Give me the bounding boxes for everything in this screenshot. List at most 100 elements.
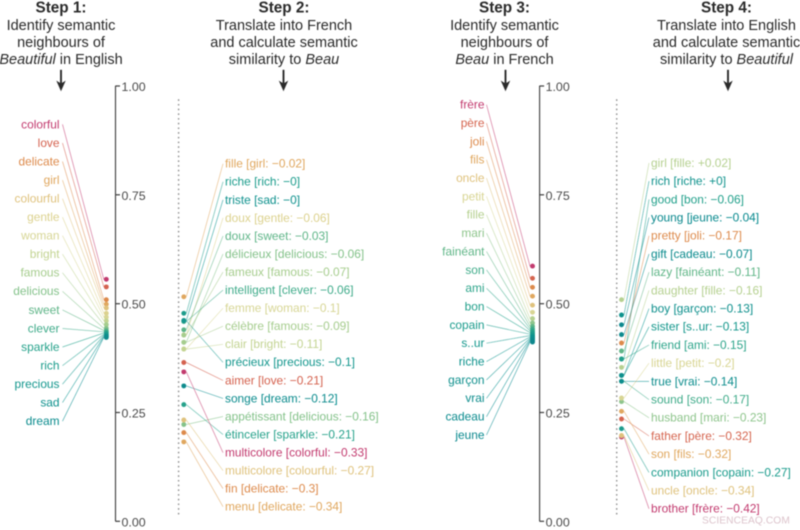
svg-text:Translate into French: Translate into French	[216, 18, 352, 34]
svg-text:0.00: 0.00	[122, 515, 146, 529]
svg-text:mari: mari	[461, 226, 484, 240]
svg-text:son [fils: −0.32]: son [fils: −0.32]	[651, 447, 731, 461]
svg-text:pretty [joli: −0.17]: pretty [joli: −0.17]	[651, 229, 742, 243]
svg-text:1.00: 1.00	[122, 80, 146, 94]
svg-text:boy [garçon: −0.13]: boy [garçon: −0.13]	[651, 302, 753, 316]
svg-text:brother [frère: −0.42]: brother [frère: −0.42]	[651, 502, 760, 516]
svg-text:friend [ami: −0.15]: friend [ami: −0.15]	[651, 338, 747, 352]
svg-text:Step 2:: Step 2:	[259, 0, 310, 17]
svg-text:jeune: jeune	[454, 428, 484, 442]
svg-text:neighbours of: neighbours of	[17, 35, 106, 51]
svg-text:Identify semantic: Identify semantic	[7, 18, 116, 34]
svg-text:sad: sad	[40, 396, 59, 410]
svg-text:multicolore [colourful: −0.27]: multicolore [colourful: −0.27]	[225, 464, 374, 478]
svg-text:little [petit: −0.2]: little [petit: −0.2]	[651, 356, 735, 370]
svg-text:appétissant [delicious: −0.16]: appétissant [delicious: −0.16]	[225, 409, 379, 423]
svg-text:intelligent [clever: −0.06]: intelligent [clever: −0.06]	[225, 283, 354, 297]
svg-text:0.50: 0.50	[122, 298, 146, 312]
svg-text:étinceler [sparkle: −0.21]: étinceler [sparkle: −0.21]	[225, 427, 355, 441]
svg-text:doux [sweet: −0.03]: doux [sweet: −0.03]	[225, 229, 328, 243]
svg-text:petit: petit	[462, 189, 485, 203]
svg-text:0.75: 0.75	[546, 189, 570, 203]
svg-text:true [vrai: −0.14]: true [vrai: −0.14]	[651, 374, 737, 388]
svg-text:célèbre [famous: −0.09]: célèbre [famous: −0.09]	[225, 319, 350, 333]
svg-text:fameux [famous: −0.07]: fameux [famous: −0.07]	[225, 265, 350, 279]
svg-text:Step 4:: Step 4:	[701, 0, 752, 17]
svg-text:0.00: 0.00	[546, 515, 570, 529]
svg-text:father [père: −0.32]: father [père: −0.32]	[651, 429, 752, 443]
svg-text:daughter [fille: −0.16]: daughter [fille: −0.16]	[651, 283, 762, 297]
svg-text:rich [riche: +0]: rich [riche: +0]	[651, 174, 726, 188]
svg-text:gentle: gentle	[27, 210, 60, 224]
svg-text:precious: precious	[15, 377, 60, 391]
svg-text:aimer [love: −0.21]: aimer [love: −0.21]	[225, 373, 323, 387]
svg-text:riche [rich: −0]: riche [rich: −0]	[225, 175, 300, 189]
svg-text:woman: woman	[20, 229, 59, 243]
svg-text:dream: dream	[26, 414, 60, 428]
svg-text:famous: famous	[21, 266, 60, 280]
svg-text:similarity to Beau: similarity to Beau	[229, 52, 339, 68]
svg-text:copain: copain	[449, 318, 484, 332]
svg-text:frère: frère	[460, 98, 485, 112]
svg-text:vrai: vrai	[465, 391, 484, 405]
svg-text:bon: bon	[465, 299, 485, 313]
svg-text:sister [s..ur: −0.13]: sister [s..ur: −0.13]	[651, 320, 749, 334]
svg-text:0.75: 0.75	[122, 189, 146, 203]
svg-text:young [jeune: −0.04]: young [jeune: −0.04]	[651, 211, 759, 225]
svg-text:girl: girl	[44, 173, 60, 187]
svg-text:fille: fille	[467, 208, 485, 222]
svg-text:delicate: delicate	[19, 154, 60, 168]
svg-text:lazy [fainéant: −0.11]: lazy [fainéant: −0.11]	[651, 265, 760, 279]
svg-text:0.50: 0.50	[546, 298, 570, 312]
svg-text:Step 3:: Step 3:	[479, 0, 530, 17]
svg-text:Translate into English: Translate into English	[657, 18, 796, 34]
svg-text:husband [mari: −0.23]: husband [mari: −0.23]	[651, 411, 766, 425]
svg-text:gift [cadeau: −0.07]: gift [cadeau: −0.07]	[651, 247, 752, 261]
svg-text:garçon: garçon	[448, 373, 484, 387]
svg-text:songe [dream: −0.12]: songe [dream: −0.12]	[225, 391, 338, 405]
svg-text:and calculate semantic: and calculate semantic	[653, 35, 800, 51]
svg-text:fin [delicate: −0.3]: fin [delicate: −0.3]	[225, 482, 319, 496]
svg-text:femme [woman: −0.1]: femme [woman: −0.1]	[225, 301, 340, 315]
svg-text:girl [fille: +0.02]: girl [fille: +0.02]	[651, 156, 731, 170]
svg-text:s..ur: s..ur	[461, 336, 484, 350]
svg-text:cadeau: cadeau	[445, 410, 484, 424]
svg-text:délicieux [delicious: −0.06]: délicieux [delicious: −0.06]	[225, 247, 364, 261]
svg-text:uncle [oncle: −0.34]: uncle [oncle: −0.34]	[651, 484, 754, 498]
svg-text:0.25: 0.25	[546, 407, 570, 421]
svg-text:and calculate semantic: and calculate semantic	[210, 35, 358, 51]
svg-text:ami: ami	[465, 281, 484, 295]
svg-text:triste [sad: −0]: triste [sad: −0]	[225, 193, 300, 207]
svg-text:sparkle: sparkle	[21, 340, 60, 354]
svg-text:précieux [precious: −0.1]: précieux [precious: −0.1]	[225, 355, 355, 369]
svg-text:colourful: colourful	[15, 192, 60, 206]
svg-text:delicious: delicious	[13, 284, 59, 298]
svg-text:Beautiful in English: Beautiful in English	[0, 52, 123, 68]
svg-text:fille [girl: −0.02]: fille [girl: −0.02]	[225, 157, 305, 171]
svg-text:SCIENCEAQ.COM: SCIENCEAQ.COM	[702, 516, 790, 527]
svg-text:Beau in French: Beau in French	[455, 52, 553, 68]
svg-text:Identify semantic: Identify semantic	[450, 18, 559, 34]
svg-text:multicolore [colorful: −0.33]: multicolore [colorful: −0.33]	[225, 446, 367, 460]
svg-text:0.25: 0.25	[122, 407, 146, 421]
svg-text:rich: rich	[40, 358, 59, 372]
svg-text:sweet: sweet	[28, 303, 60, 317]
svg-text:clair [bright: −0.11]: clair [bright: −0.11]	[225, 337, 322, 351]
svg-text:Step 1:: Step 1:	[36, 0, 87, 17]
svg-text:joli: joli	[469, 134, 485, 148]
svg-text:doux [gentle: −0.06]: doux [gentle: −0.06]	[225, 211, 330, 225]
svg-text:bright: bright	[30, 247, 60, 261]
svg-text:companion [copain: −0.27]: companion [copain: −0.27]	[651, 465, 791, 479]
svg-text:colorful: colorful	[21, 117, 59, 131]
svg-text:similarity to Beautiful: similarity to Beautiful	[660, 52, 794, 68]
svg-text:neighbours of: neighbours of	[461, 35, 550, 51]
svg-text:oncle: oncle	[456, 171, 485, 185]
svg-text:clever: clever	[28, 321, 60, 335]
svg-text:son: son	[465, 263, 484, 277]
svg-text:good [bon: −0.06]: good [bon: −0.06]	[651, 192, 744, 206]
svg-text:love: love	[38, 136, 60, 150]
svg-text:menu [delicate: −0.34]: menu [delicate: −0.34]	[225, 500, 342, 514]
svg-text:riche: riche	[459, 355, 485, 369]
svg-text:fils: fils	[470, 153, 485, 167]
svg-text:1.00: 1.00	[546, 80, 570, 94]
